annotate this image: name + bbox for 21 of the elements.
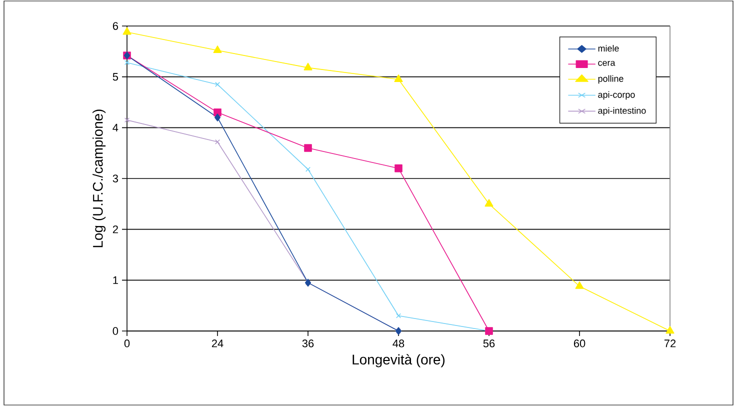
x-tick-label: 72: [664, 340, 676, 348]
y-tick-label: 5: [112, 73, 118, 81]
x-tick-label: 56: [483, 340, 495, 348]
y-tick-label: 1: [113, 276, 118, 284]
legend-label: cera: [598, 60, 616, 66]
x-tick-label: 24: [212, 340, 224, 348]
legend-label: api-corpo: [598, 91, 635, 100]
legend-label: polline: [598, 75, 624, 84]
legend-label: miele: [598, 44, 619, 52]
legend-label: api-intestino: [598, 107, 646, 116]
x-tick-label: 36: [302, 340, 314, 348]
y-axis-title: Log (U.F.C./campione): [92, 110, 106, 248]
x-tick-label: 48: [392, 340, 404, 348]
y-tick-label: 3: [112, 174, 118, 182]
x-tick-label: 0: [124, 340, 130, 348]
x-axis-title: Longevità (ore): [352, 354, 445, 368]
y-tick-label: 6: [112, 22, 118, 30]
y-tick-label: 2: [112, 226, 118, 234]
x-tick-label: 60: [574, 340, 586, 348]
y-tick-label: 0: [112, 327, 118, 335]
y-tick-label: 4: [112, 124, 118, 132]
